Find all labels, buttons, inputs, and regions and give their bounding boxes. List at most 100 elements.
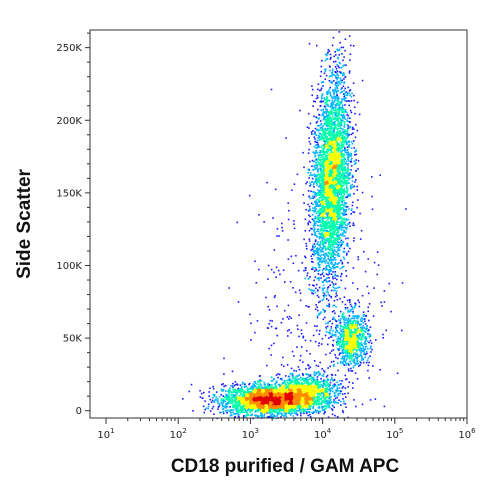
data-point [361,336,363,338]
data-point [252,405,255,407]
data-point [263,398,266,401]
data-point [323,389,325,391]
data-point [246,414,249,417]
data-point [325,392,328,394]
data-point [246,397,249,399]
data-point [249,398,252,400]
data-point [302,389,304,392]
data-point [264,410,266,412]
data-point [347,335,349,338]
data-point [304,403,306,406]
data-point [344,352,347,355]
data-point [309,386,311,388]
data-point [336,386,339,389]
data-point [240,393,242,396]
data-point [372,315,375,317]
data-point [311,378,314,381]
data-point [292,402,295,404]
data-point [333,378,336,381]
data-point [349,360,351,363]
data-point [268,397,271,399]
data-point [234,396,237,399]
data-point [367,333,369,335]
data-point [346,345,349,347]
data-point [310,403,312,406]
data-point [340,404,342,406]
data-point [265,385,267,388]
data-point [272,407,275,410]
data-point [319,402,321,404]
data-point [355,322,357,325]
data-point [342,398,344,400]
data-point [242,394,245,396]
data-point [341,357,344,360]
data-point [271,395,274,398]
data-point [302,408,305,410]
data-point [283,391,286,393]
data-point [262,405,265,408]
data-point [295,387,297,389]
data-point [330,373,333,376]
data-point [314,380,316,382]
data-point [315,378,318,381]
data-point [230,392,233,394]
data-point [257,416,259,418]
data-point [367,347,369,350]
data-point [249,393,252,395]
data-point [280,391,283,394]
data-point [346,319,348,321]
data-point [329,398,332,401]
data-point [276,407,279,410]
data-point [220,399,222,402]
data-point [258,381,261,383]
data-point [213,393,216,396]
data-point [258,409,261,411]
data-point [298,374,300,376]
data-point [302,395,304,397]
data-point [249,402,252,404]
data-point [257,380,260,382]
data-point [352,312,354,314]
data-point [266,398,268,401]
data-point [251,409,254,412]
data-point [274,403,277,406]
data-point [291,392,293,394]
data-point [254,395,257,398]
data-point [304,398,306,400]
data-point [250,414,252,417]
data-point [275,401,278,404]
data-point [251,395,253,398]
data-point [282,392,284,394]
data-point [237,407,239,409]
data-point [304,377,306,380]
data-point [336,396,339,399]
data-point [280,416,282,418]
data-point [233,407,235,409]
data-point [359,360,361,363]
data-point [271,407,274,410]
data-point [327,401,330,404]
data-point [277,402,280,405]
data-point [240,406,243,409]
data-point [274,401,276,404]
data-point [222,401,225,403]
data-point [258,415,260,417]
data-point [313,394,316,397]
data-point [361,350,363,353]
data-point [299,376,302,379]
data-point [257,395,260,398]
data-point [283,400,286,403]
data-point [247,403,250,405]
data-point [259,402,261,405]
data-point [237,408,239,410]
data-point [347,317,350,319]
data-point [232,386,234,388]
data-point [282,405,285,407]
data-point [323,379,325,381]
data-point [282,388,284,390]
data-point [341,393,344,395]
data-point [339,328,342,330]
data-point [253,383,255,386]
data-point [277,373,279,375]
